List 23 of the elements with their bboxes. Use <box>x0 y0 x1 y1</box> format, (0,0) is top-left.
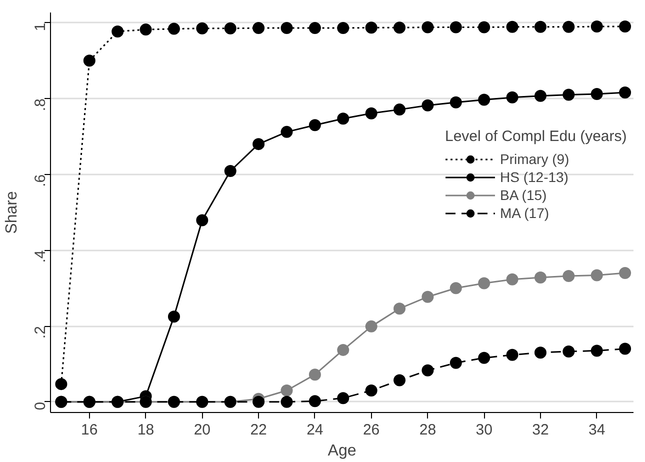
legend-label: BA (15) <box>500 186 547 204</box>
x-tick-label: 34 <box>588 422 606 438</box>
y-tick-label: .6 <box>32 174 49 187</box>
y-tick-label: .2 <box>32 326 49 339</box>
x-tick-label: 18 <box>137 422 154 438</box>
y-tick-label: .8 <box>32 98 49 112</box>
x-tick-label: 32 <box>532 422 549 438</box>
y-tick-label: 1 <box>32 22 49 32</box>
x-tick-label: 20 <box>194 422 211 438</box>
y-tick-label: 0 <box>32 402 49 410</box>
legend-title: Level of Compl Edu (years) <box>445 128 627 145</box>
x-tick-label: 16 <box>81 422 98 438</box>
x-tick-label: 30 <box>476 422 492 438</box>
x-tick-label: 24 <box>306 422 324 438</box>
legend-label: Primary (9) <box>500 150 570 168</box>
legend-label: MA (17) <box>500 204 550 222</box>
y-tick-label: .4 <box>32 250 49 263</box>
y-axis-title: Share <box>4 191 20 234</box>
legend-label: HS (12-13) <box>500 168 568 186</box>
x-tick-label: 26 <box>362 422 380 438</box>
x-tick-label: 22 <box>250 422 267 438</box>
x-tick-label: 28 <box>419 422 436 438</box>
x-axis-title: Age <box>328 442 356 460</box>
